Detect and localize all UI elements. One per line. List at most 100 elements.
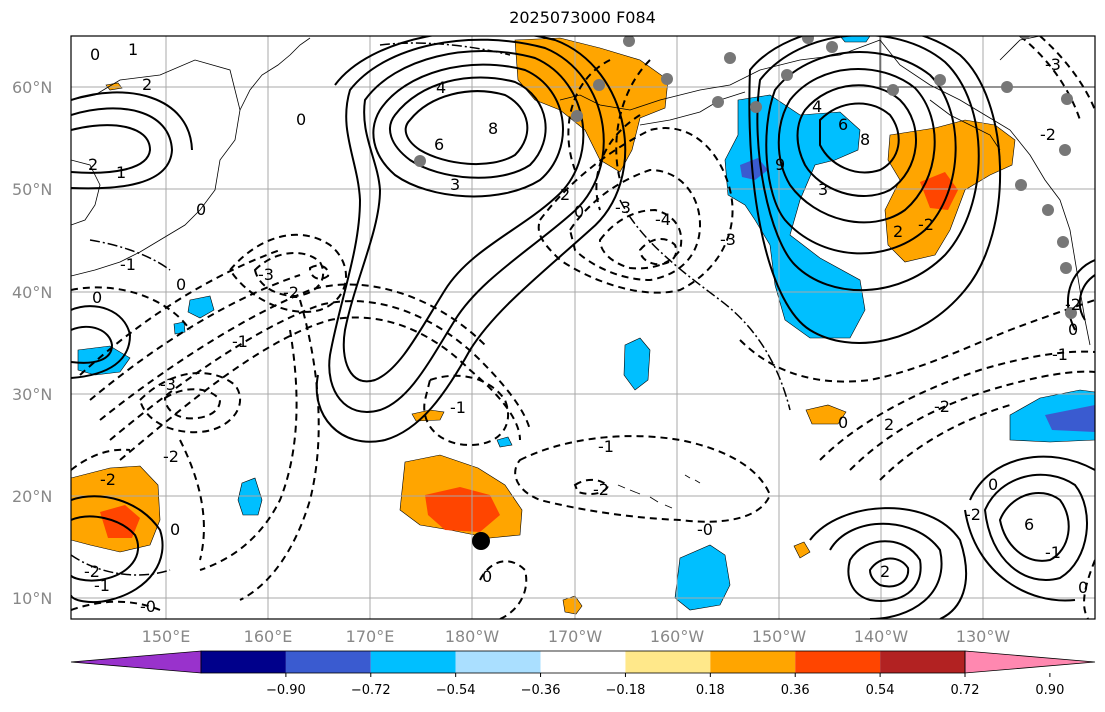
svg-text:-2: -2 (965, 505, 981, 524)
svg-text:-1: -1 (1045, 543, 1061, 562)
colorbar-swatch (201, 651, 286, 673)
positive-anomaly-region (514, 37, 669, 173)
svg-text:-3: -3 (160, 375, 176, 394)
svg-text:2: 2 (88, 155, 98, 174)
svg-text:3: 3 (450, 175, 460, 194)
svg-text:0: 0 (176, 275, 186, 294)
svg-text:0: 0 (170, 520, 180, 539)
svg-text:8: 8 (860, 130, 870, 149)
positive-anomaly-region (805, 404, 847, 425)
svg-text:6: 6 (838, 115, 848, 134)
svg-text:4: 4 (812, 97, 822, 116)
colorbar-outline (200, 650, 966, 674)
colorbar-tick-label: −0.90 (266, 683, 306, 698)
svg-text:-2: -2 (84, 562, 100, 581)
svg-text:0: 0 (988, 475, 998, 494)
lat-label: 50°N (12, 180, 52, 199)
svg-text:-1: -1 (598, 437, 614, 456)
negative-anomaly-region (623, 337, 651, 391)
colorbar-swatch (795, 651, 881, 673)
colorbar-tick-label: 0.54 (866, 683, 895, 698)
svg-text:-2: -2 (1040, 125, 1056, 144)
svg-text:-1: -1 (450, 398, 466, 417)
svg-text:-3: -3 (720, 230, 736, 249)
longitude-labels: 150°E 160°E 170°E 180°W 170°W 160°W 150°… (142, 627, 1011, 646)
positive-anomaly-region (920, 172, 958, 210)
svg-text:-2: -2 (918, 215, 934, 234)
lat-label: 30°N (12, 385, 52, 404)
negative-anomaly-region (1045, 405, 1095, 432)
svg-text:-1: -1 (1052, 345, 1068, 364)
colorbar-tick-label: 0.90 (1035, 683, 1064, 698)
svg-text:2: 2 (884, 415, 894, 434)
svg-text:2: 2 (560, 185, 570, 204)
colorbar-extend-low (70, 650, 202, 674)
colorbar-tick-label: 0.36 (781, 683, 810, 698)
colorbar-swatch (455, 651, 541, 673)
positive-contours (71, 36, 1095, 619)
svg-text:0: 0 (482, 567, 492, 586)
location-marker (472, 532, 490, 550)
positive-anomaly-region (793, 541, 811, 559)
svg-text:-3: -3 (258, 265, 274, 284)
zero-contours (71, 42, 791, 576)
negative-anomaly-region (187, 295, 215, 319)
svg-text:-3: -3 (615, 198, 631, 217)
svg-text:6: 6 (434, 135, 444, 154)
svg-text:-2: -2 (593, 480, 609, 499)
svg-text:-2: -2 (163, 447, 179, 466)
colorbar-swatch (625, 651, 711, 673)
colorbar-swatch (285, 651, 371, 673)
svg-text:-0: -0 (697, 520, 713, 539)
lon-label: 130°W (956, 627, 1011, 646)
svg-text:0: 0 (90, 45, 100, 64)
svg-text:-4: -4 (655, 210, 671, 229)
lat-label: 20°N (12, 487, 52, 506)
svg-text:-2: -2 (934, 397, 950, 416)
svg-text:1: 1 (128, 40, 138, 59)
positive-anomaly-region (562, 595, 583, 615)
colorbar-tick-label: −0.54 (436, 683, 476, 698)
station-markers (414, 36, 1077, 319)
svg-text:2: 2 (893, 222, 903, 241)
map-title: 2025073000 F084 (509, 8, 656, 27)
lon-label: 180°W (445, 627, 500, 646)
colorbar-tick-label: −0.36 (521, 683, 561, 698)
svg-text:6: 6 (1024, 515, 1034, 534)
colorbar-extend-high (964, 650, 1096, 674)
svg-text:8: 8 (488, 119, 498, 138)
colorbar: −0.90 −0.72 −0.54 −0.36 −0.18 0.18 0.36 0.54 0.7… (70, 650, 1096, 698)
svg-text:1: 1 (116, 163, 126, 182)
colorbar-tick-label: −0.72 (351, 683, 391, 698)
lat-label: 10°N (12, 589, 52, 608)
negative-contours (71, 36, 1095, 619)
map-frame (70, 35, 1096, 620)
lon-label: 170°W (548, 627, 603, 646)
svg-text:-1: -1 (232, 332, 248, 351)
svg-text:2: 2 (142, 75, 152, 94)
lat-label: 40°N (12, 283, 52, 302)
svg-text:2: 2 (880, 562, 890, 581)
graticule (71, 36, 1095, 619)
svg-text:-2: -2 (1065, 295, 1081, 314)
negative-anomaly-region (173, 321, 186, 335)
svg-text:0: 0 (1068, 320, 1078, 339)
positive-anomaly-region (425, 487, 500, 532)
svg-text:0: 0 (92, 288, 102, 307)
colorbar-swatch (710, 651, 796, 673)
colorbar-swatch (370, 651, 456, 673)
contour-labels: 0 1 2 1 2 4 6 8 3 0 2 -3 -4 -3 0 -1 -3 -… (84, 40, 1088, 616)
colorbar-swatch (540, 651, 626, 673)
lon-label: 150°W (752, 627, 807, 646)
svg-text:-2: -2 (100, 470, 116, 489)
svg-text:0: 0 (196, 200, 206, 219)
svg-text:-0: -0 (140, 597, 156, 616)
lon-label: 140°W (854, 627, 909, 646)
svg-text:0: 0 (296, 110, 306, 129)
negative-anomaly-region (496, 436, 513, 448)
negative-anomaly-region (839, 36, 871, 43)
svg-text:4: 4 (436, 78, 446, 97)
colorbar-tick-label: −0.18 (606, 683, 646, 698)
shaded-anomalies: 0 1 2 1 2 4 6 8 3 0 2 -3 -4 -3 0 -1 -3 -… (71, 36, 1095, 619)
lon-label: 160°E (244, 627, 293, 646)
